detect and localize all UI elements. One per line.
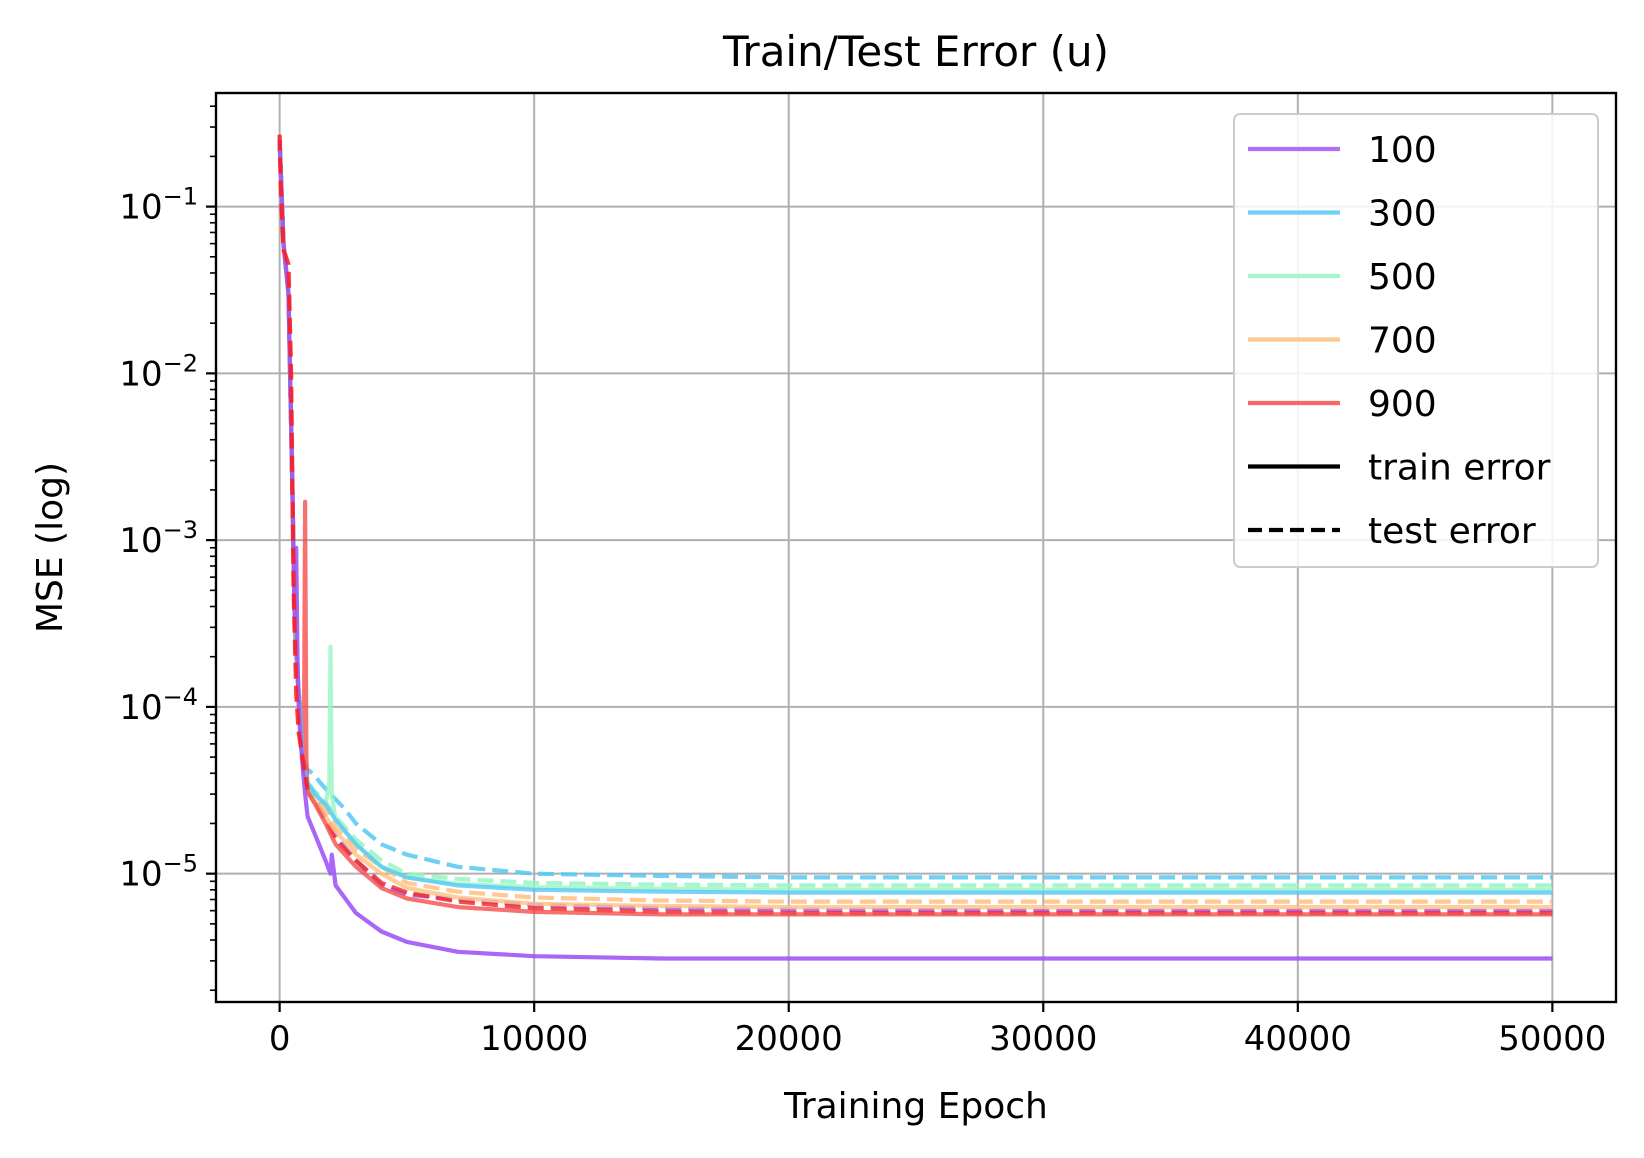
x-tick-label: 50000 xyxy=(1498,1019,1606,1059)
x-tick-label: 30000 xyxy=(989,1019,1097,1059)
legend-label: 900 xyxy=(1368,384,1437,425)
legend-label: test error xyxy=(1368,511,1536,552)
y-axis-title: MSE (log) xyxy=(30,462,71,633)
grid xyxy=(216,93,1616,1002)
chart-title: Train/Test Error (u) xyxy=(722,27,1109,76)
series-line-900-test xyxy=(277,134,310,790)
legend-box xyxy=(1233,113,1599,568)
y-tick-label: 10−4 xyxy=(119,683,198,728)
legend-label: train error xyxy=(1368,448,1551,489)
series-layer xyxy=(277,134,1553,961)
legend-label: 300 xyxy=(1368,194,1437,235)
x-tick-label: 0 xyxy=(269,1019,291,1059)
y-tick-label: 10−5 xyxy=(119,850,198,895)
x-axis-title: Training Epoch xyxy=(783,1086,1048,1127)
axis-ticks: 0 10000 20000 30000 40000 50000 10−1 10−2 10−3 10… xyxy=(119,105,1606,1059)
y-tick-label: 10−3 xyxy=(119,516,198,561)
x-tick-label: 10000 xyxy=(480,1019,588,1059)
legend: 100 300 500 700 900 train error test error xyxy=(1233,113,1599,568)
legend-label: 500 xyxy=(1368,257,1437,298)
y-tick-label: 10−2 xyxy=(119,349,198,394)
legend-label: 100 xyxy=(1368,130,1437,171)
x-tick-label: 40000 xyxy=(1244,1019,1352,1059)
legend-label: 700 xyxy=(1368,321,1437,362)
x-tick-label: 20000 xyxy=(735,1019,843,1059)
y-tick-label: 10−1 xyxy=(119,183,198,228)
